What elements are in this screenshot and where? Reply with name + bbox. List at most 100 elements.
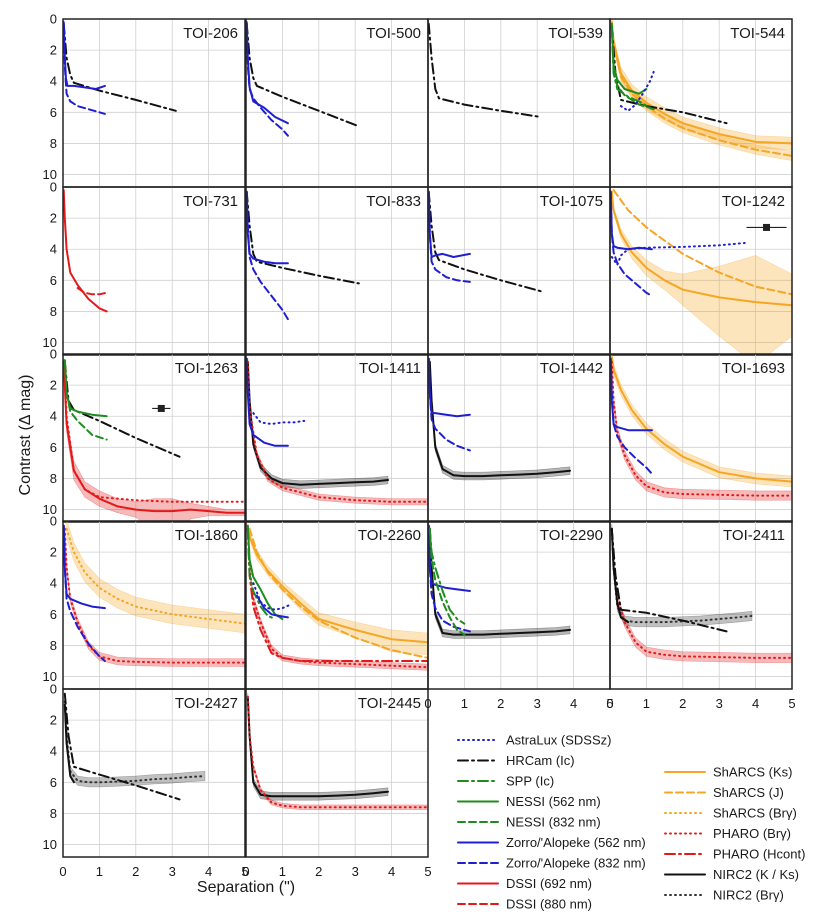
series-band-pharoBrg bbox=[64, 524, 245, 667]
x-tick-label: 5 bbox=[424, 864, 431, 879]
y-tick-label: 2 bbox=[50, 713, 57, 728]
legend-item-zorro832: Zorro/'Alopeke (832 nm) bbox=[457, 856, 646, 871]
series-line-hrcam bbox=[428, 190, 542, 293]
series-line-hrcam bbox=[63, 360, 181, 458]
panel-grid bbox=[246, 689, 428, 857]
legend-label: NIRC2 (K / Ks) bbox=[713, 867, 799, 882]
panel-title: TOI-2260 bbox=[358, 527, 421, 544]
series-line-nirc2K bbox=[246, 695, 389, 798]
panel: TOI-1263 0 2 4 6 8 10 bbox=[43, 347, 246, 523]
panel-title: TOI-1411 bbox=[359, 360, 421, 377]
panel: TOI-500 bbox=[245, 18, 429, 188]
series-line-sharcsBrg bbox=[65, 527, 245, 625]
panel-data-layer bbox=[610, 188, 792, 355]
panel: TOI-1075 bbox=[427, 186, 611, 356]
panel-frame bbox=[427, 186, 611, 356]
series-band-nirc2K bbox=[429, 524, 571, 639]
y-tick-label: 10 bbox=[43, 502, 57, 517]
series-line-sharcsJ bbox=[610, 21, 792, 157]
x-tick-label: 0 bbox=[606, 696, 613, 711]
panel-grid bbox=[610, 19, 792, 187]
series-line-zorro832 bbox=[610, 190, 653, 297]
legend-label: DSSI (692 nm) bbox=[506, 876, 592, 891]
series-line-zorro832 bbox=[63, 22, 106, 115]
y-tick-label: 8 bbox=[50, 304, 57, 319]
y-tick-label: 4 bbox=[50, 242, 57, 257]
series-line-sharcsK bbox=[610, 190, 792, 307]
x-tick-label: 1 bbox=[643, 696, 650, 711]
panel-data-layer bbox=[63, 357, 245, 522]
series-line-astralux bbox=[252, 412, 306, 425]
series-band-nirc2Brg bbox=[611, 524, 753, 628]
series-line-hrcam bbox=[246, 190, 360, 285]
series-line-pharoBrg bbox=[246, 360, 428, 503]
y-tick-label: 10 bbox=[43, 167, 57, 182]
y-tick-label: 0 bbox=[50, 347, 57, 362]
x-tick-label: 1 bbox=[96, 864, 103, 879]
legend-item-dssi880: DSSI (880 nm) bbox=[457, 897, 592, 912]
series-band-nirc2K bbox=[247, 357, 389, 489]
y-tick-label: 0 bbox=[50, 514, 57, 529]
companion-marker bbox=[157, 404, 165, 412]
series-line-sharcsK bbox=[246, 524, 428, 644]
panel-frame bbox=[245, 688, 429, 858]
legend-label: NESSI (562 nm) bbox=[506, 794, 601, 809]
panel-title: TOI-731 bbox=[183, 193, 238, 210]
series-line-nessi832 bbox=[428, 527, 466, 636]
x-tick-label: 4 bbox=[205, 864, 212, 879]
panel-grid bbox=[246, 19, 428, 187]
y-tick-label: 8 bbox=[50, 471, 57, 486]
panel-title: TOI-544 bbox=[730, 25, 785, 42]
series-band-pharoBrg bbox=[247, 525, 428, 671]
panel: TOI-206 0 2 4 6 8 10 bbox=[43, 12, 246, 188]
series-line-zorro562 bbox=[428, 357, 471, 418]
series-line-pharoBrg bbox=[63, 527, 245, 664]
panel-data-layer bbox=[63, 521, 245, 667]
series-line-zorro832 bbox=[246, 22, 289, 137]
panel-title: TOI-500 bbox=[366, 25, 421, 42]
series-line-hrcam bbox=[610, 527, 728, 633]
panel-frame bbox=[609, 186, 793, 356]
panel: TOI-2427 0 2 4 6 8 10 bbox=[43, 682, 246, 858]
panel: TOI-1442 bbox=[427, 353, 611, 523]
panel-frame bbox=[427, 520, 611, 690]
panel-title: TOI-1242 bbox=[722, 193, 785, 210]
series-line-spp bbox=[610, 25, 651, 109]
panel-grid bbox=[428, 521, 610, 689]
panel-frame bbox=[62, 688, 246, 858]
x-tick-label: 4 bbox=[388, 864, 395, 879]
panel-grid bbox=[63, 19, 245, 187]
x-tick-label: 4 bbox=[570, 696, 577, 711]
legend-item-astralux: AstraLux (SDSSz) bbox=[457, 733, 611, 748]
panel-data-layer bbox=[610, 524, 792, 663]
panel-title: TOI-2411 bbox=[723, 527, 785, 544]
legend-label: AstraLux (SDSSz) bbox=[506, 733, 611, 748]
y-tick-label: 6 bbox=[50, 105, 57, 120]
panel-frame bbox=[427, 353, 611, 523]
series-line-hrcam bbox=[63, 22, 177, 112]
y-tick-label: 0 bbox=[50, 12, 57, 27]
legend-item-sharcsJ: ShARCS (J) bbox=[664, 785, 784, 800]
panel-grid bbox=[63, 521, 245, 689]
legend: AstraLux (SDSSz) HRCam (Ic) SPP (Ic) NESSI … bbox=[457, 733, 805, 912]
series-line-nirc2K bbox=[428, 360, 571, 478]
legend-label: PHARO (Hcont) bbox=[713, 847, 805, 862]
y-tick-label: 6 bbox=[50, 273, 57, 288]
legend-label: DSSI (880 nm) bbox=[506, 897, 592, 912]
panel-grid bbox=[428, 187, 610, 355]
series-line-sharcsK bbox=[610, 356, 792, 483]
panel: TOI-2445 bbox=[245, 688, 429, 858]
series-line-pharoBrg bbox=[246, 695, 428, 809]
panel-title: TOI-539 bbox=[548, 25, 603, 42]
series-line-nirc2K bbox=[246, 360, 389, 486]
series-line-zorro832 bbox=[63, 524, 106, 662]
y-tick-label: 0 bbox=[50, 180, 57, 195]
x-tick-label: 3 bbox=[169, 864, 176, 879]
panel: TOI-2260 bbox=[245, 520, 429, 690]
y-tick-label: 6 bbox=[50, 440, 57, 455]
legend-item-sharcsK: ShARCS (Ks) bbox=[664, 765, 792, 780]
series-band-dssi692 bbox=[63, 357, 245, 522]
legend-label: ShARCS (Ks) bbox=[713, 765, 792, 780]
series-band-sharcsK bbox=[611, 19, 792, 151]
